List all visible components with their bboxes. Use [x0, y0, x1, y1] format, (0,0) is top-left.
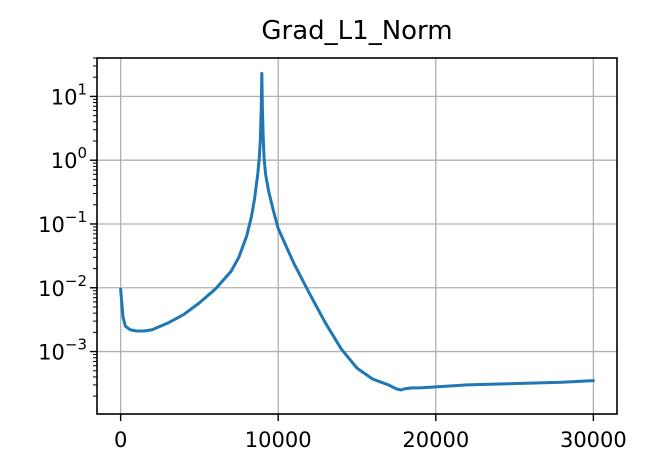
y-tick-label: 100: [51, 144, 87, 173]
x-tick-label: 20000: [402, 428, 469, 452]
plot-lines: [119, 71, 595, 392]
axis-ticks: 0 10000 20000 30000 10−3 10−2 10−1 100 101: [38, 57, 627, 452]
y-tick-label: 101: [51, 80, 87, 109]
x-tick-label: 0: [114, 428, 127, 452]
x-tick-label: 10000: [245, 428, 312, 452]
grid-lines: [97, 58, 617, 414]
x-tick-label: 30000: [560, 428, 627, 452]
axes-frame: [96, 57, 618, 415]
y-tick-label: 10−2: [38, 272, 87, 301]
series-line: [119, 71, 595, 392]
chart-title: Grad_L1_Norm: [261, 16, 452, 46]
y-tick-label: 10−1: [38, 208, 87, 237]
y-tick-label: 10−3: [38, 336, 87, 365]
